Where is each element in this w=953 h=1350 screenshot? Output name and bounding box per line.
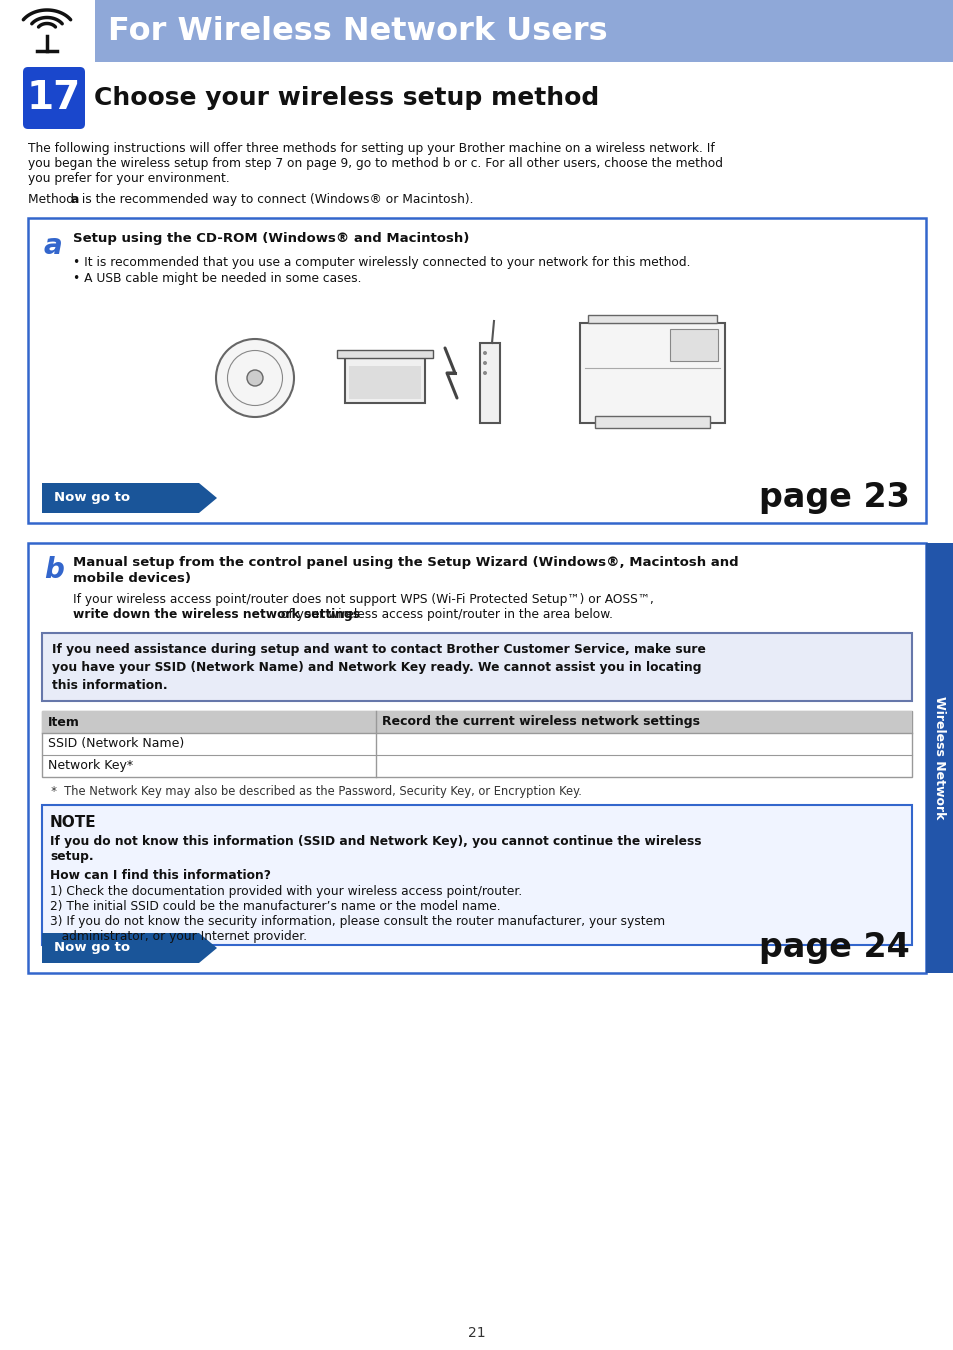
Circle shape — [482, 351, 486, 355]
Text: Item: Item — [48, 716, 80, 729]
Text: Wireless Network: Wireless Network — [933, 697, 945, 819]
Text: setup.: setup. — [50, 850, 93, 863]
Bar — [345, 358, 424, 404]
Bar — [28, 543, 925, 973]
Text: Network Key*: Network Key* — [48, 760, 133, 772]
Text: of your wireless access point/router in the area below.: of your wireless access point/router in … — [276, 608, 613, 621]
Text: Method: Method — [28, 193, 78, 207]
Bar — [42, 711, 911, 733]
Bar — [349, 366, 420, 400]
Text: 1) Check the documentation provided with your wireless access point/router.: 1) Check the documentation provided with… — [50, 886, 521, 898]
Text: SSID (Network Name): SSID (Network Name) — [48, 737, 184, 751]
Bar — [479, 343, 499, 423]
Text: If your wireless access point/router does not support WPS (Wi-Fi Protected Setup: If your wireless access point/router doe… — [73, 593, 653, 606]
Text: *  The Network Key may also be described as the Password, Security Key, or Encry: * The Network Key may also be described … — [44, 784, 581, 798]
Text: Setup using the CD-ROM (Windows® and Macintosh): Setup using the CD-ROM (Windows® and Mac… — [73, 232, 469, 244]
Text: b: b — [44, 556, 64, 585]
Text: write down the wireless network settings: write down the wireless network settings — [73, 608, 359, 621]
Text: mobile devices): mobile devices) — [73, 572, 191, 585]
Text: Manual setup from the control panel using the Setup Wizard (Windows®, Macintosh : Manual setup from the control panel usin… — [73, 556, 738, 568]
Polygon shape — [42, 933, 216, 963]
Text: page 23: page 23 — [759, 482, 909, 514]
Circle shape — [482, 360, 486, 365]
Text: is the recommended way to connect (Windows® or Macintosh).: is the recommended way to connect (Windo… — [78, 193, 473, 207]
Text: 3) If you do not know the security information, please consult the router manufa: 3) If you do not know the security infor… — [50, 915, 664, 927]
Text: Choose your wireless setup method: Choose your wireless setup method — [94, 86, 598, 109]
Text: this information.: this information. — [52, 679, 168, 693]
Text: If you do not know this information (SSID and Network Key), you cannot continue : If you do not know this information (SSI… — [50, 836, 700, 848]
Text: a: a — [71, 193, 79, 207]
Bar — [336, 350, 433, 358]
Text: • It is recommended that you use a computer wirelessly connected to your network: • It is recommended that you use a compu… — [73, 256, 690, 269]
Text: Record the current wireless network settings: Record the current wireless network sett… — [381, 716, 700, 729]
Bar — [0, 0, 953, 62]
Text: • A USB cable might be needed in some cases.: • A USB cable might be needed in some ca… — [73, 271, 361, 285]
Text: you began the wireless setup from step 7 on page 9, go to method b or c. For all: you began the wireless setup from step 7… — [28, 157, 722, 170]
Bar — [42, 633, 911, 701]
Bar — [587, 315, 717, 323]
Text: How can I find this information?: How can I find this information? — [50, 869, 271, 882]
Bar — [28, 217, 925, 522]
Polygon shape — [42, 483, 216, 513]
Circle shape — [482, 371, 486, 375]
Ellipse shape — [247, 370, 263, 386]
Text: 17: 17 — [27, 80, 81, 117]
Text: For Wireless Network Users: For Wireless Network Users — [108, 15, 607, 46]
Bar — [42, 711, 911, 778]
Text: page 24: page 24 — [759, 931, 909, 964]
Ellipse shape — [215, 339, 294, 417]
Text: If you need assistance during setup and want to contact Brother Customer Service: If you need assistance during setup and … — [52, 643, 705, 656]
Text: you prefer for your environment.: you prefer for your environment. — [28, 171, 230, 185]
FancyBboxPatch shape — [23, 68, 85, 130]
Bar — [42, 805, 911, 945]
Text: The following instructions will offer three methods for setting up your Brother : The following instructions will offer th… — [28, 142, 714, 155]
Text: 21: 21 — [468, 1326, 485, 1341]
Bar — [925, 543, 953, 973]
Bar — [669, 329, 718, 360]
Text: 2) The initial SSID could be the manufacturer’s name or the model name.: 2) The initial SSID could be the manufac… — [50, 900, 500, 913]
Text: administrator, or your Internet provider.: administrator, or your Internet provider… — [50, 930, 307, 944]
Text: you have your SSID (Network Name) and Network Key ready. We cannot assist you in: you have your SSID (Network Name) and Ne… — [52, 662, 700, 674]
Text: Now go to: Now go to — [54, 941, 130, 954]
Text: a: a — [44, 232, 63, 261]
Text: Now go to: Now go to — [54, 491, 130, 505]
Bar — [0, 0, 95, 62]
Text: NOTE: NOTE — [50, 815, 96, 830]
Bar — [579, 323, 724, 423]
Bar — [595, 416, 709, 428]
